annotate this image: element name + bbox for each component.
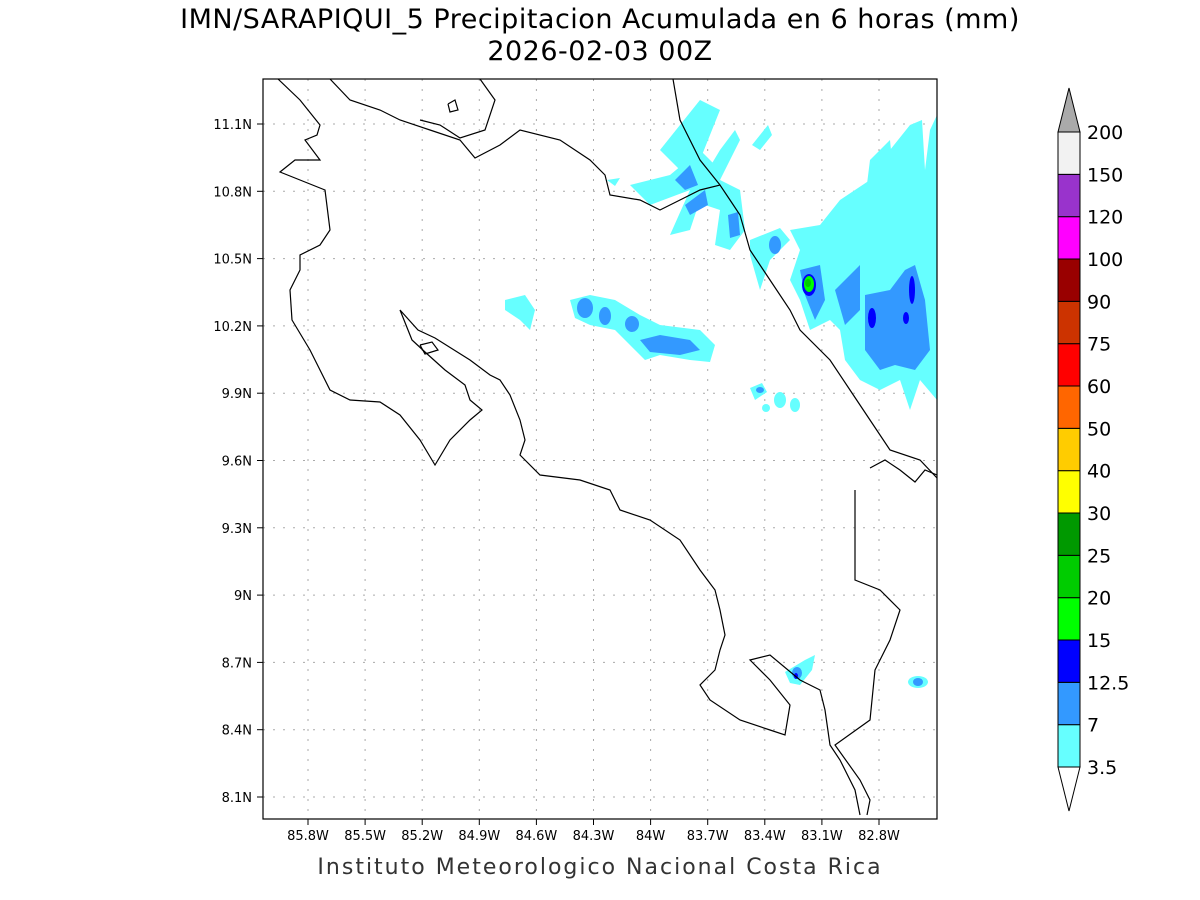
lon-label: 84W [636, 829, 666, 844]
lat-label: 9.9N [222, 387, 252, 402]
lon-label: 83.1W [801, 829, 843, 844]
colorbar: 3.5 7 12.5 15 20 25 30 40 50 60 75 90 100 120 150 200 [1057, 87, 1129, 812]
colorbar-label: 12.5 [1087, 672, 1129, 694]
coastlines-borders [277, 79, 937, 816]
colorbar-label: 60 [1087, 376, 1111, 398]
lat-label: 10.5N [213, 253, 252, 268]
colorbar-label: 25 [1087, 545, 1111, 567]
colorbar-label: 3.5 [1087, 757, 1117, 779]
lon-label: 85.2W [401, 829, 443, 844]
lat-label: 11.1N [213, 118, 252, 133]
axis-ticks: 85.8W 85.5W 85.2W 84.9W 84.6W 84.3W 84W 83.7W 83… [213, 118, 900, 844]
colorbar-swatch [1057, 216, 1081, 260]
colorbar-label: 120 [1087, 207, 1123, 229]
lon-label: 82.8W [858, 829, 900, 844]
colorbar-swatch [1057, 343, 1081, 387]
lat-label: 10.8N [213, 185, 252, 200]
map-title: IMN/SARAPIQUI_5 Precipitacion Acumulada … [180, 4, 1020, 35]
colorbar-over-arrow [1057, 87, 1081, 133]
colorbar-label: 50 [1087, 418, 1111, 440]
lon-label: 85.5W [344, 829, 386, 844]
colorbar-label: 20 [1087, 588, 1111, 610]
colorbar-label: 75 [1087, 334, 1111, 356]
colorbar-swatch [1057, 554, 1081, 599]
lat-label: 9.6N [222, 455, 252, 470]
footer-credit: Instituto Meteorologico Nacional Costa R… [317, 855, 883, 880]
colorbar-swatch [1057, 300, 1081, 345]
colorbar-swatch [1057, 385, 1081, 429]
lat-label: 9.3N [222, 522, 252, 537]
colorbar-under-arrow [1057, 766, 1081, 812]
map-date: 2026-02-03 00Z [487, 36, 713, 67]
colorbar-label: 150 [1087, 164, 1123, 186]
colorbar-swatch [1057, 639, 1081, 683]
lat-label: 8.1N [222, 791, 252, 806]
colorbar-swatch [1057, 427, 1081, 472]
colorbar-swatch [1057, 597, 1081, 641]
colorbar-label: 200 [1087, 122, 1123, 144]
lat-label: 8.7N [222, 656, 252, 671]
lon-label: 83.4W [744, 829, 786, 844]
colorbar-label: 15 [1087, 630, 1111, 652]
lat-label: 8.4N [222, 724, 252, 739]
colorbar-swatch [1057, 681, 1081, 726]
colorbar-label: 40 [1087, 461, 1111, 483]
colorbar-swatch [1057, 258, 1081, 302]
map-area [263, 79, 937, 819]
colorbar-label: 30 [1087, 503, 1111, 525]
lon-label: 84.9W [458, 829, 500, 844]
colorbar-label: 90 [1087, 291, 1111, 313]
colorbar-label: 100 [1087, 249, 1123, 271]
colorbar-label: 7 [1087, 715, 1099, 737]
colorbar-swatch [1057, 173, 1081, 218]
colorbar-swatch [1057, 131, 1081, 175]
lat-label: 9N [234, 589, 252, 604]
map-frame [262, 78, 938, 820]
lon-label: 84.3W [573, 829, 615, 844]
lon-label: 85.8W [287, 829, 329, 844]
colorbar-swatch [1057, 724, 1081, 768]
precip-20mm-contours [804, 276, 814, 292]
colorbar-swatch [1057, 512, 1081, 556]
lon-label: 84.6W [515, 829, 557, 844]
lat-label: 10.2N [213, 320, 252, 335]
colorbar-swatch [1057, 470, 1081, 514]
lon-label: 83.7W [687, 829, 729, 844]
